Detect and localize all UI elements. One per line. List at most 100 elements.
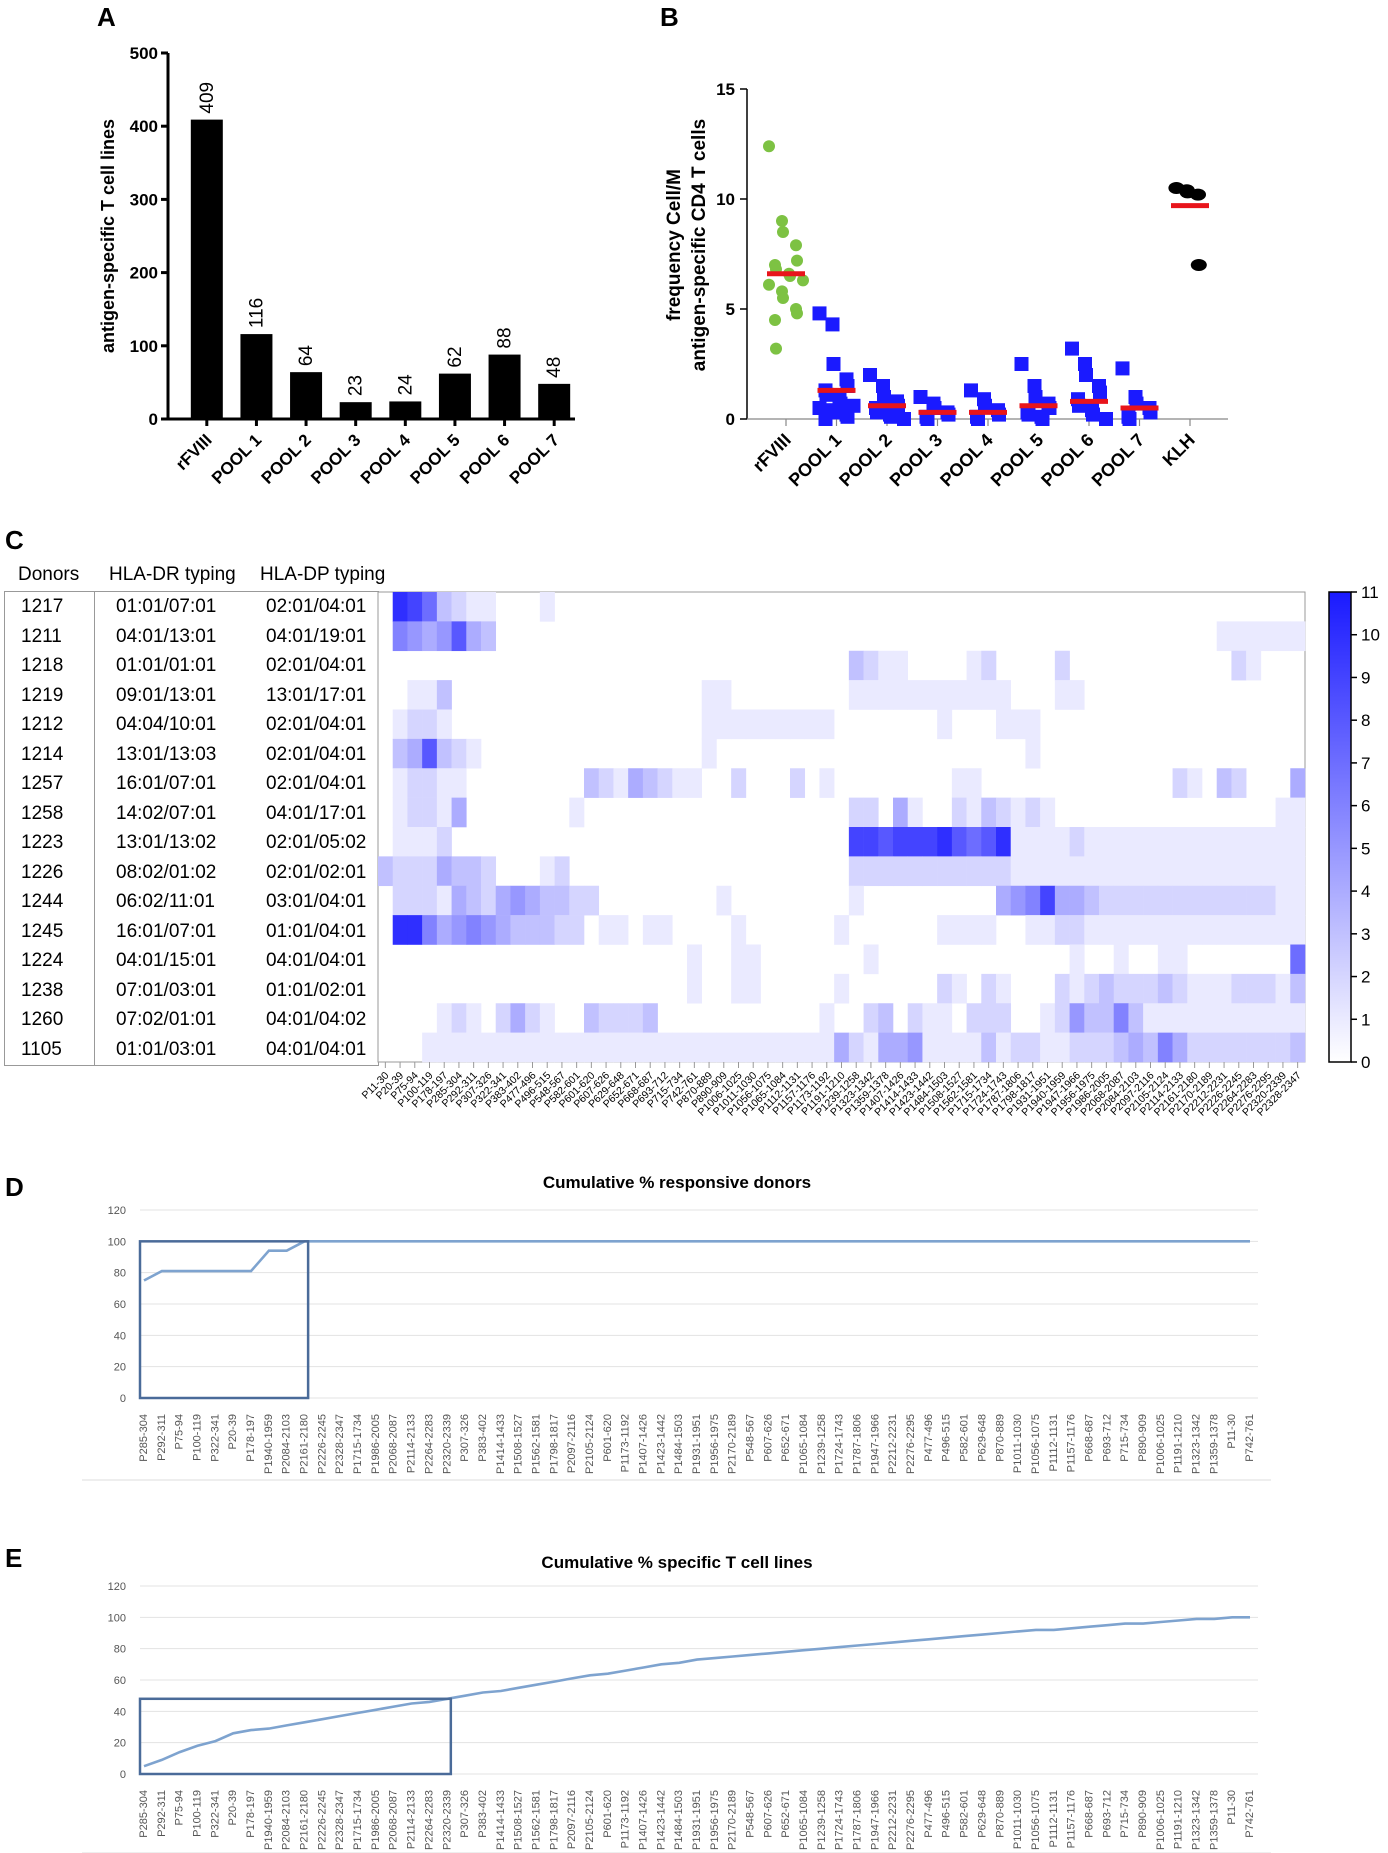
heatmap-cell [1054,885,1070,916]
x-tick-label: P2320-2339 [441,1414,453,1474]
colorbar-label: 4 [1361,882,1370,901]
heatmap-cell [1069,680,1085,710]
heatmap-cell [1290,885,1306,916]
heatmap-cell [804,1032,820,1063]
donor-row: 1226 08:02/01:02 02:01/02:01 [5,858,378,888]
header-hla-dr: HLA-DR typing [109,564,236,585]
bar-value-label: 116 [246,298,267,328]
heatmap-cell [554,915,570,945]
bar-pool-6 [488,354,521,419]
donor-row: 1219 09:01/13:01 13:01/17:01 [5,681,378,711]
heatmap-cell [1231,1032,1247,1063]
heatmap-cell [819,1032,835,1063]
donor-id: 1226 [21,861,64,883]
donor-id: 1238 [21,979,64,1001]
donor-id: 1260 [21,1009,64,1030]
heatmap-cell [1010,709,1026,740]
x-tick-label: P2212-2231 [887,1414,899,1474]
x-tick-label: P1423-1442 [655,1414,667,1474]
y-tick-label: 80 [114,1644,126,1656]
heatmap-cell [466,1032,482,1063]
heatmap-cell [392,768,408,798]
hla-dr-typing: 01:01/03:01 [116,1038,217,1060]
x-tick-label: P668-687 [1083,1790,1095,1838]
heatmap-cell [1202,1032,1218,1063]
heatmap-cell [481,885,497,916]
hla-dr-typing: 08:02/01:02 [116,861,217,883]
hla-dr-typing: 01:01/01:01 [116,655,217,676]
x-tick-label: P1157-1176 [1066,1414,1078,1472]
x-tick-label: P2212-2231 [887,1790,899,1850]
x-tick-label: P1191-1210 [1173,1790,1185,1849]
heatmap-cell [1025,856,1041,887]
heatmap-cell [834,1032,850,1063]
heatmap-cell [436,827,452,857]
heatmap-cell [893,680,909,710]
heatmap-cell [1040,856,1056,887]
point-pool-1 [825,317,840,332]
heatmap-cell [1069,827,1085,857]
heatmap-cell [966,856,982,887]
x-tick-label: P1011-1030 [1012,1790,1024,1849]
heatmap-cell [1246,1003,1262,1033]
x-tick-label: P1931-1951 [691,1790,703,1850]
heatmap-cell [392,621,408,652]
hla-dp-typing: 04:01/04:02 [266,1009,367,1030]
heatmap-cell [1025,738,1041,769]
heatmap-cell [1128,1032,1144,1063]
point-pool-2 [897,412,911,426]
heatmap-cell [539,592,555,622]
heatmap-cell [1246,856,1262,887]
heatmap-cell [981,1003,997,1033]
heatmap-cell [1172,1003,1188,1033]
hla-dr-typing: 13:01/13:02 [116,832,217,853]
heatmap-cell [1113,1003,1129,1033]
heatmap-cell [1231,827,1247,857]
heatmap-cell [1275,1003,1291,1033]
bar-pool-3 [339,402,372,419]
heatmap-cell [937,1032,953,1063]
x-tick-label: P1323-1342 [1190,1790,1202,1850]
x-tick-label: P1956-1975 [709,1790,721,1850]
heatmap-cell [584,1003,600,1033]
heatmap-cell [392,885,408,916]
heatmap-cell [392,915,408,945]
point-pool-7 [1115,361,1130,376]
point-pool-5 [1028,390,1043,404]
heatmap-cell [1099,827,1115,857]
x-tick-label: P890-909 [1137,1790,1149,1838]
point-pool-5 [1027,379,1042,393]
panel-label-e: E [5,1543,23,1573]
heatmap-cell [1260,1032,1276,1063]
heatmap-cell [848,856,864,887]
heatmap-cell [422,885,438,916]
donor-table: Donors HLA-DR typing HLA-DP typing 1217 0… [0,562,395,1066]
heatmap-cell [407,709,423,740]
heatmap-cell [613,1003,629,1033]
heatmap-cell [1275,973,1291,1004]
x-tick-label: P2068-2087 [388,1790,400,1850]
point-klh [1190,259,1207,271]
heatmap-cell [922,827,938,857]
heatmap-cell [539,885,555,916]
heatmap-cell [981,973,997,1004]
x-tick-label: P1798-1817 [548,1414,560,1474]
heatmap-cell [407,768,423,798]
hla-dp-typing: 02:01/04:01 [266,714,367,735]
heatmap-cell [1216,768,1232,798]
heatmap-cell [878,650,894,681]
heatmap-cell [1025,827,1041,857]
heatmap-cell [907,1003,923,1033]
x-tick-label: P1508-1527 [513,1790,525,1850]
y-tick-label: 300 [130,190,158,209]
heatmap-cell [848,827,864,857]
heatmap-cell [981,650,997,681]
x-tick-label: P1323-1342 [1190,1414,1202,1474]
heatmap-cell [481,621,497,652]
x-tick-label: P1724-1743 [834,1414,846,1474]
x-tick-label: P2084-2103 [281,1790,293,1850]
heatmap-cell [981,680,997,710]
heatmap-cell [775,709,791,740]
